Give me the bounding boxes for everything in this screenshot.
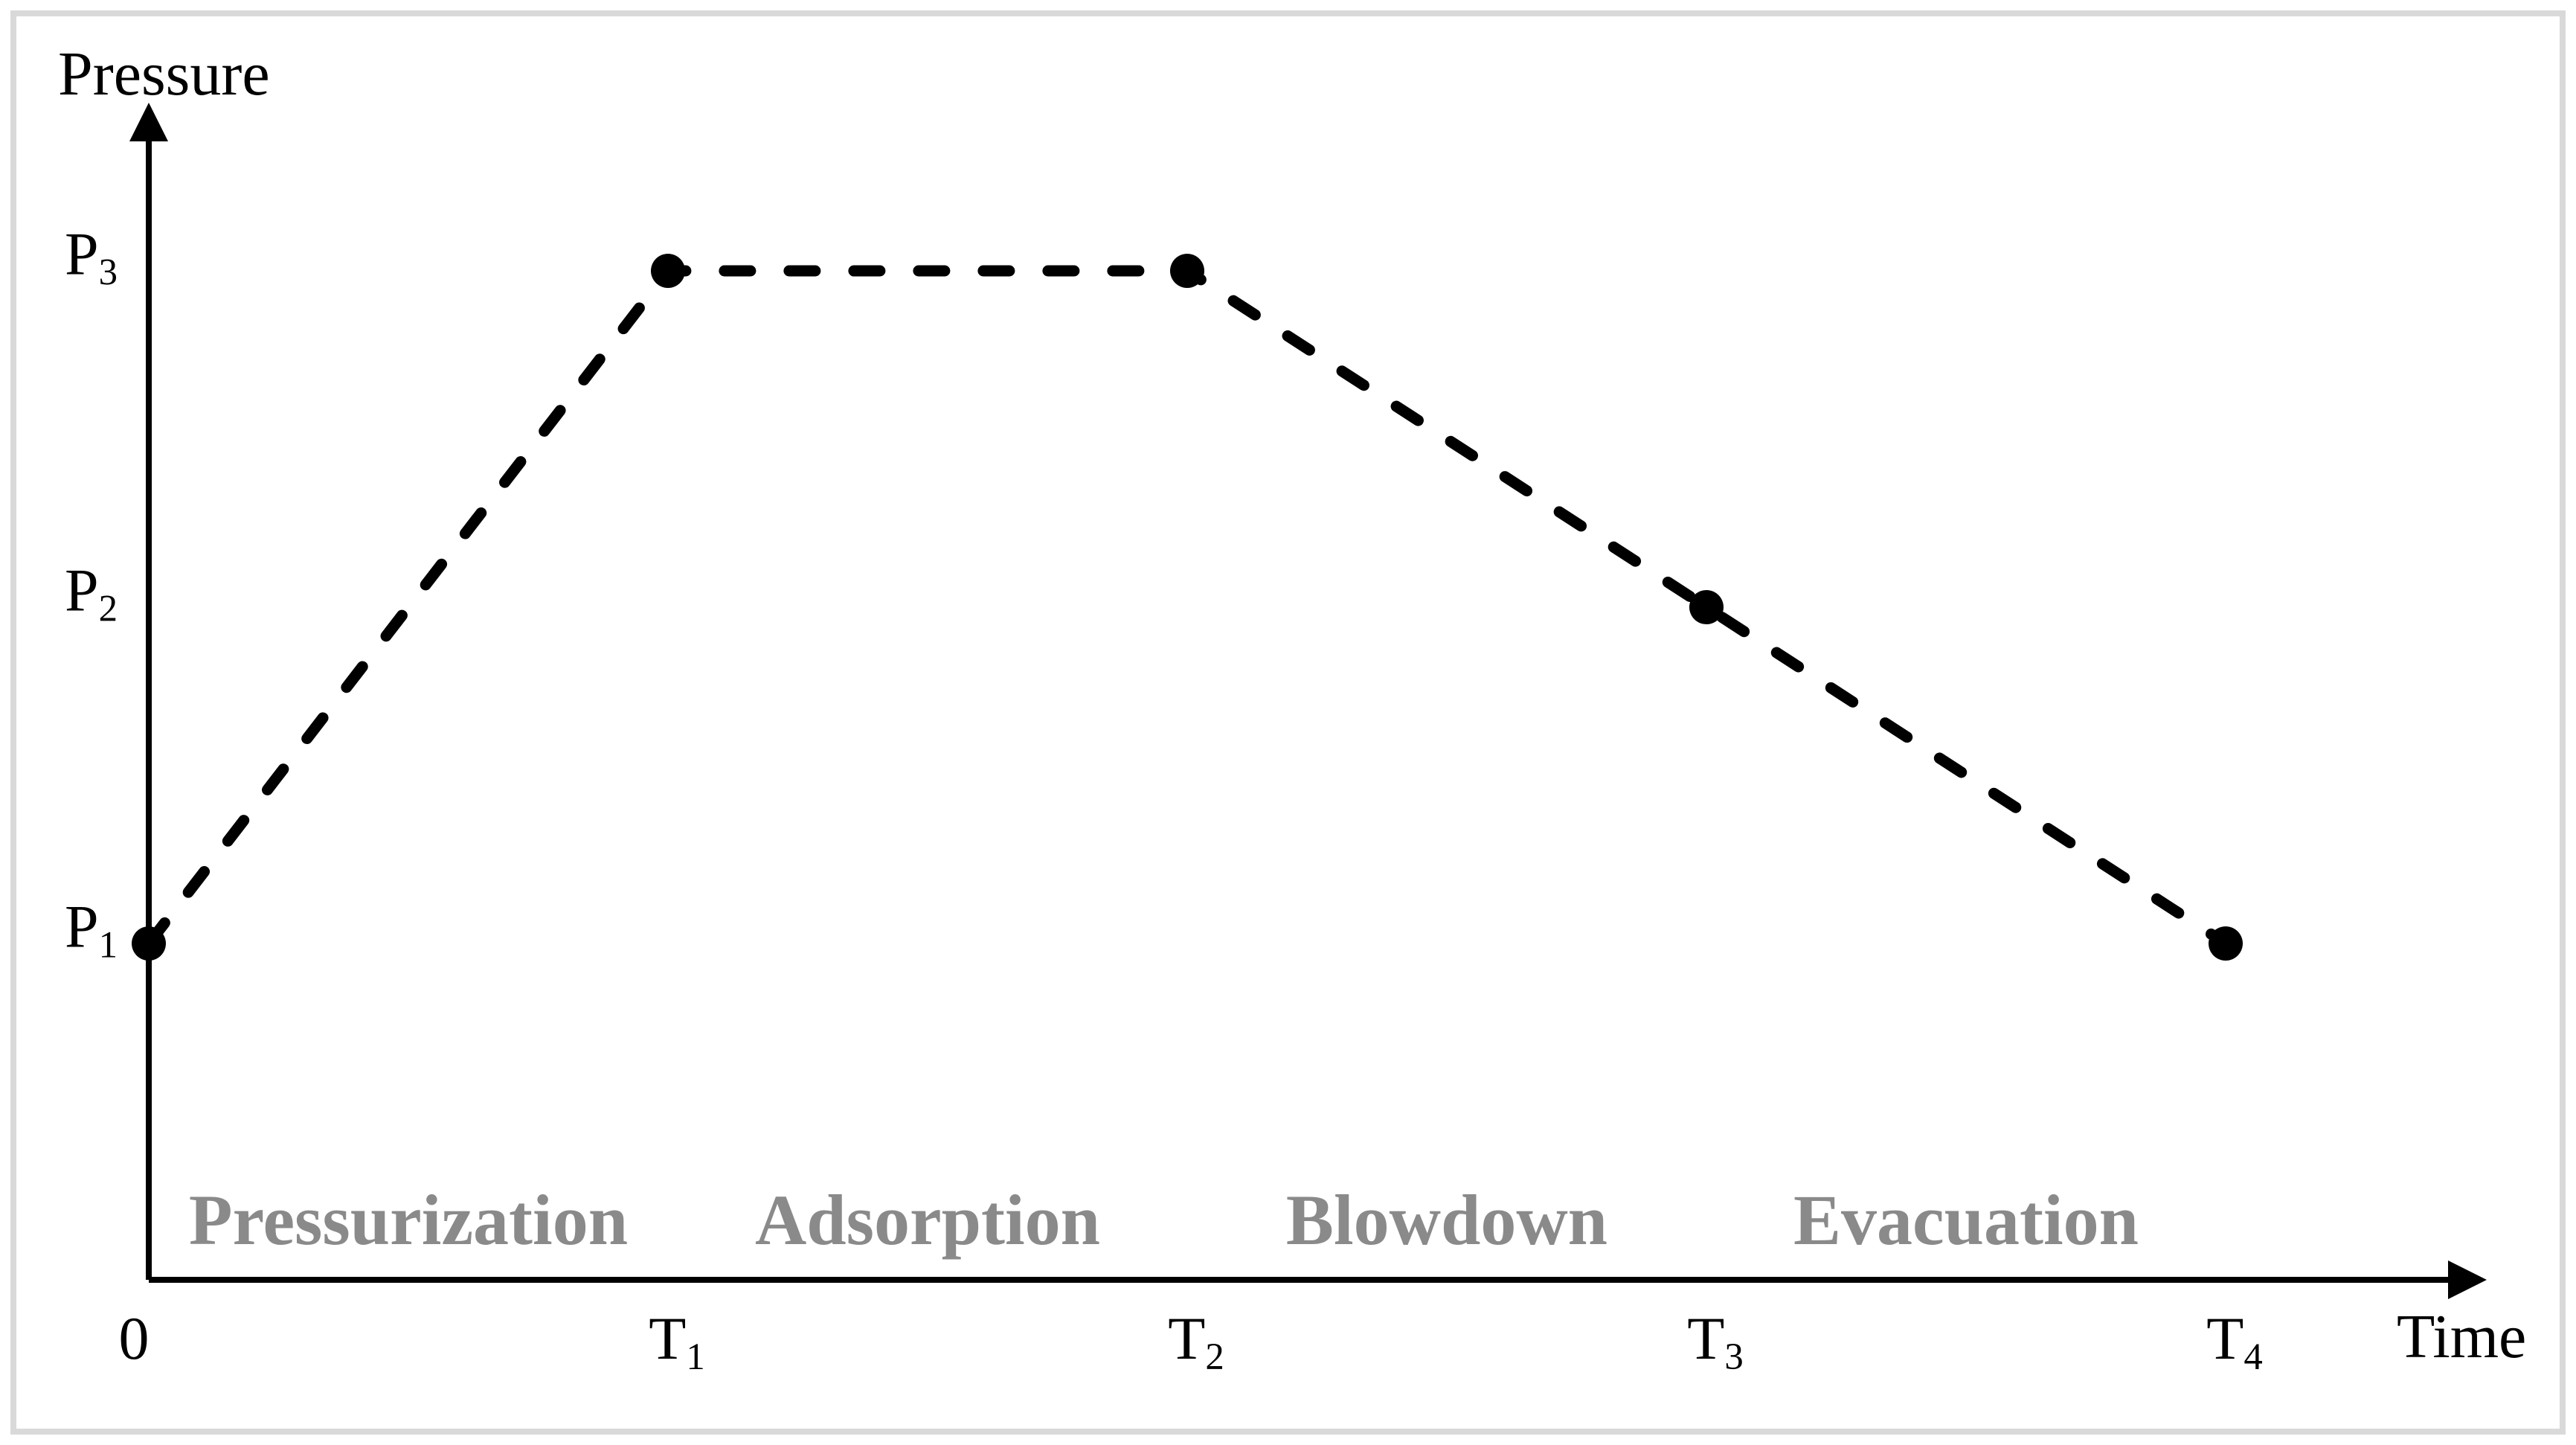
pressure-curve — [143, 265, 2232, 949]
x-axis-title: Time — [2397, 1302, 2527, 1371]
phase-label-3: Evacuation — [1793, 1180, 2139, 1260]
x-axis-arrowhead — [2448, 1260, 2487, 1299]
y-tick-label-1: P2 — [64, 556, 118, 629]
data-point-0 — [132, 926, 166, 961]
y-tick-label-2: P3 — [64, 220, 118, 293]
data-point-1 — [651, 254, 685, 288]
y-axis-title: Pressure — [58, 39, 270, 109]
phase-label-1: Adsorption — [754, 1180, 1101, 1260]
phase-label-0: Pressurization — [188, 1180, 629, 1260]
data-point-4 — [2209, 926, 2243, 961]
x-tick-label-2: T2 — [1168, 1304, 1224, 1378]
y-axis-arrowhead — [129, 103, 168, 141]
x-tick-label-4: T4 — [2206, 1304, 2263, 1378]
data-point-3 — [1689, 590, 1724, 624]
phase-label-2: Blowdown — [1285, 1180, 1608, 1260]
x-tick-label-1: T1 — [649, 1304, 705, 1378]
data-point-2 — [1170, 254, 1204, 288]
x-tick-label-0: 0 — [118, 1304, 150, 1372]
y-tick-label-0: P1 — [64, 892, 118, 966]
x-tick-label-3: T3 — [1687, 1304, 1744, 1378]
